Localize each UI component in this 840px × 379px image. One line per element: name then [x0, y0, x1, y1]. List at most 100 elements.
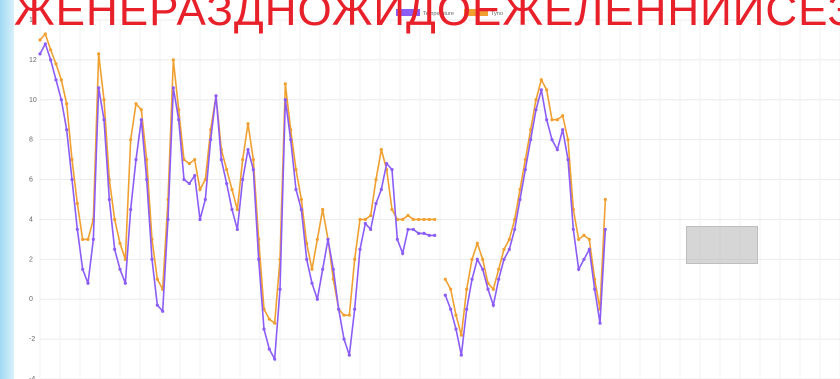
tyno-point[interactable]: [577, 237, 581, 241]
tyno-point[interactable]: [235, 207, 239, 212]
temperature-point[interactable]: [118, 267, 122, 271]
temperature-point[interactable]: [107, 197, 111, 202]
tyno-point[interactable]: [193, 158, 197, 162]
tyno-point[interactable]: [539, 78, 543, 82]
tyno-point[interactable]: [513, 217, 517, 222]
temperature-point[interactable]: [433, 233, 437, 237]
temperature-point[interactable]: [209, 138, 213, 142]
temperature-point[interactable]: [427, 233, 431, 237]
temperature-point[interactable]: [139, 118, 143, 122]
tyno-point[interactable]: [465, 287, 469, 291]
tyno-point[interactable]: [171, 58, 175, 62]
temperature-point[interactable]: [203, 197, 207, 202]
temperature-point[interactable]: [497, 277, 501, 281]
temperature-point[interactable]: [225, 181, 229, 186]
tyno-point[interactable]: [433, 217, 437, 222]
tyno-point[interactable]: [59, 78, 63, 82]
temperature-point[interactable]: [267, 347, 271, 351]
temperature-point[interactable]: [369, 227, 373, 232]
tyno-point[interactable]: [379, 148, 383, 152]
temperature-point[interactable]: [518, 197, 522, 202]
tyno-point[interactable]: [582, 233, 586, 237]
temperature-point[interactable]: [550, 138, 554, 142]
legend-label-temperature[interactable]: Temperature: [423, 11, 454, 17]
temperature-point[interactable]: [273, 357, 277, 361]
temperature-point[interactable]: [401, 251, 405, 255]
tyno-point[interactable]: [454, 313, 458, 317]
temperature-point[interactable]: [470, 277, 474, 281]
tyno-point[interactable]: [241, 158, 245, 162]
temperature-point[interactable]: [283, 98, 287, 102]
temperature-point[interactable]: [134, 158, 138, 162]
temperature-point[interactable]: [465, 307, 469, 311]
temperature-point[interactable]: [278, 287, 282, 291]
tyno-point[interactable]: [481, 257, 485, 261]
tyno-point[interactable]: [507, 237, 511, 241]
temperature-point[interactable]: [54, 78, 58, 82]
temperature-point[interactable]: [395, 237, 399, 241]
temperature-point[interactable]: [539, 88, 543, 92]
temperature-point[interactable]: [449, 307, 453, 311]
tyno-point[interactable]: [587, 237, 591, 241]
temperature-point[interactable]: [326, 237, 330, 241]
temperature-point[interactable]: [166, 217, 170, 222]
tyno-point[interactable]: [411, 217, 415, 222]
tyno-point[interactable]: [369, 213, 373, 218]
temperature-point[interactable]: [523, 167, 527, 172]
temperature-point[interactable]: [257, 257, 261, 261]
temperature-point[interactable]: [315, 297, 319, 301]
tyno-point[interactable]: [566, 138, 570, 142]
temperature-point[interactable]: [193, 173, 197, 178]
tyno-point[interactable]: [529, 128, 533, 132]
tyno-point[interactable]: [225, 167, 229, 172]
temperature-point[interactable]: [379, 187, 383, 192]
temperature-point[interactable]: [230, 207, 234, 212]
legend-swatch-tyno[interactable]: [464, 9, 488, 16]
temperature-point[interactable]: [443, 293, 447, 297]
tyno-point[interactable]: [475, 241, 479, 245]
temperature-point[interactable]: [145, 177, 149, 182]
temperature-point[interactable]: [289, 138, 293, 142]
temperature-point[interactable]: [262, 327, 266, 331]
tyno-point[interactable]: [43, 32, 47, 36]
temperature-point[interactable]: [235, 227, 239, 232]
tyno-point[interactable]: [251, 158, 255, 162]
temperature-point[interactable]: [171, 86, 175, 90]
tyno-point[interactable]: [491, 287, 495, 291]
temperature-point[interactable]: [475, 257, 479, 261]
temperature-point[interactable]: [70, 177, 74, 182]
tyno-point[interactable]: [555, 118, 559, 122]
tyno-point[interactable]: [443, 277, 447, 281]
tyno-point[interactable]: [406, 213, 410, 218]
temperature-point[interactable]: [406, 227, 410, 232]
temperature-point[interactable]: [513, 227, 517, 232]
temperature-point[interactable]: [347, 353, 351, 357]
temperature-point[interactable]: [603, 227, 607, 232]
temperature-point[interactable]: [342, 337, 346, 341]
tyno-point[interactable]: [374, 177, 378, 182]
temperature-point[interactable]: [417, 231, 421, 236]
tyno-point[interactable]: [342, 313, 346, 317]
tyno-point[interactable]: [81, 237, 85, 241]
tyno-point[interactable]: [118, 241, 122, 245]
temperature-point[interactable]: [411, 227, 415, 232]
temperature-point[interactable]: [390, 167, 394, 172]
tyno-point[interactable]: [417, 217, 421, 222]
temperature-point[interactable]: [113, 247, 117, 251]
temperature-point[interactable]: [422, 231, 426, 236]
tyno-point[interactable]: [182, 158, 186, 162]
temperature-point[interactable]: [97, 86, 101, 90]
temperature-point[interactable]: [486, 287, 490, 291]
temperature-point[interactable]: [598, 321, 602, 325]
tyno-point[interactable]: [187, 162, 191, 166]
temperature-point[interactable]: [454, 327, 458, 331]
temperature-point[interactable]: [150, 257, 154, 261]
temperature-point[interactable]: [353, 307, 357, 311]
temperature-point[interactable]: [534, 108, 538, 112]
tyno-point[interactable]: [401, 217, 405, 222]
legend-label-tyno[interactable]: Tyno: [491, 11, 503, 17]
temperature-point[interactable]: [102, 118, 106, 122]
tyno-point[interactable]: [561, 114, 565, 118]
tyno-point[interactable]: [299, 197, 303, 202]
temperature-point[interactable]: [198, 217, 202, 222]
